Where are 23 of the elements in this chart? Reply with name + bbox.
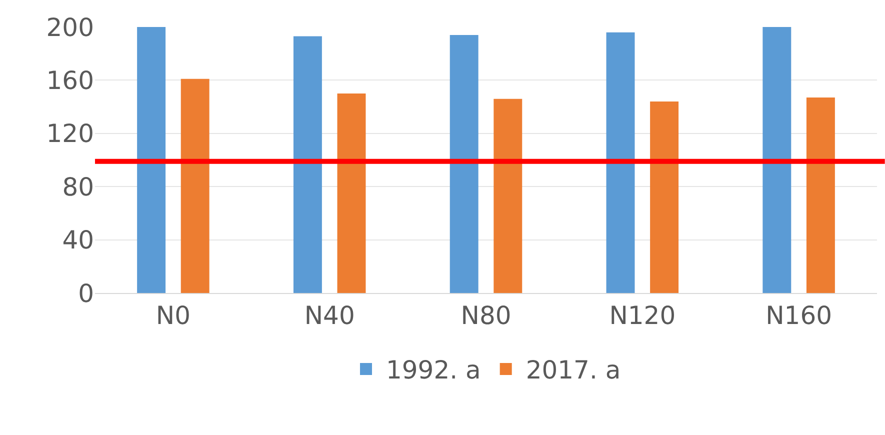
- x-tick-label: N40: [304, 301, 355, 330]
- y-tick-label: 160: [46, 66, 94, 95]
- y-tick-label: 0: [78, 278, 94, 308]
- x-tick-label: N160: [766, 301, 832, 330]
- bar: [606, 32, 635, 293]
- bar: [137, 27, 166, 293]
- x-tick-label: N120: [609, 301, 676, 330]
- x-tick-label: N80: [460, 301, 512, 330]
- bar: [337, 94, 366, 293]
- bar: [450, 34, 478, 293]
- y-tick-label: 120: [46, 119, 94, 148]
- bar: [180, 78, 210, 293]
- bar: [494, 98, 522, 293]
- y-tick-label: 40: [62, 226, 94, 255]
- bar: [806, 97, 835, 293]
- bar: [293, 36, 322, 293]
- bar: [762, 27, 792, 293]
- bar: [650, 101, 679, 293]
- legend-label: 1992. a: [386, 356, 481, 385]
- x-tick-label: N0: [156, 301, 191, 330]
- legend-label: 2017. a: [526, 356, 621, 385]
- y-tick-label: 80: [62, 172, 94, 202]
- y-tick-label: 200: [46, 12, 94, 42]
